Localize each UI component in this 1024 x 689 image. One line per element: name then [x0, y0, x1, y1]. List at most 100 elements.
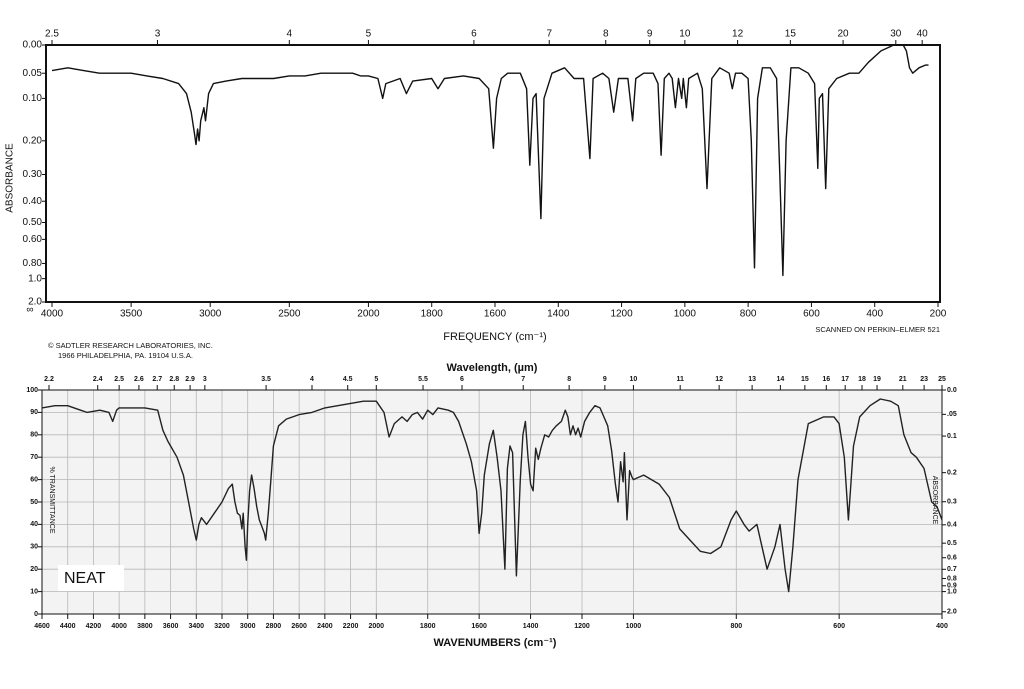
- x-tick-label: 4000: [111, 623, 127, 630]
- copyright: © SADTLER RESEARCH LABORATORIES, INC.: [48, 341, 213, 350]
- y-tick-label: 10: [30, 588, 38, 595]
- y2-tick-label: .05: [947, 411, 957, 418]
- x2-tick-label: 13: [748, 376, 756, 383]
- scanner-note: SCANNED ON PERKIN–ELMER 521: [815, 325, 940, 334]
- y2-tick-label: 2.0: [947, 609, 957, 616]
- x-tick-label: 4200: [86, 623, 102, 630]
- x2-tick-label: 40: [917, 29, 929, 40]
- x2-tick-label: 15: [801, 376, 809, 383]
- x-tick-label: 2600: [291, 623, 307, 630]
- y2-tick-label: 0.4: [947, 522, 957, 529]
- x2-tick-label: 10: [630, 376, 638, 383]
- x-tick-label: 600: [833, 623, 845, 630]
- x2-tick-label: 16: [822, 376, 830, 383]
- spectrum-line: [51, 44, 929, 277]
- x-tick-label: 400: [866, 309, 883, 320]
- x-tick-label: 1200: [610, 309, 633, 320]
- x-tick-label: 1600: [471, 623, 487, 630]
- x-tick-label: 1800: [421, 309, 444, 320]
- x2-tick-label: 2.9: [185, 376, 195, 383]
- y-tick-label: 0.30: [23, 169, 43, 180]
- y-tick-label: 1.0: [28, 273, 42, 284]
- x-tick-label: 3000: [199, 309, 222, 320]
- x2-tick-label: 15: [785, 29, 797, 40]
- sample-note: NEAT: [64, 570, 106, 587]
- x-tick-label: 1000: [626, 623, 642, 630]
- y-tick-label: 90: [30, 409, 38, 416]
- y2-tick-label: 0.1: [947, 433, 957, 440]
- y2-tick-label: 0.7: [947, 566, 957, 573]
- x-tick-label: 2000: [357, 309, 380, 320]
- x-axis-label: FREQUENCY (cm⁻¹): [443, 331, 546, 343]
- y-tick-label: 0.50: [23, 217, 43, 228]
- x2-tick-label: 7: [546, 29, 552, 40]
- x2-tick-label: 8: [567, 376, 571, 383]
- x2-tick-label: 18: [858, 376, 866, 383]
- x-tick-label: 3800: [137, 623, 153, 630]
- y-tick-label: 70: [30, 454, 38, 461]
- infinity-mark: ∞: [26, 305, 33, 316]
- x-tick-label: 4600: [34, 623, 50, 630]
- x2-tick-label: 14: [776, 376, 784, 383]
- x2-tick-label: 2.4: [93, 376, 103, 383]
- x2-tick-label: 6: [471, 29, 477, 40]
- y2-tick-label: 0.5: [947, 540, 957, 547]
- x2-tick-label: 25: [938, 376, 946, 383]
- x2-tick-label: 2.5: [45, 29, 59, 40]
- x-tick-label: 800: [740, 309, 757, 320]
- x-tick-label: 2000: [368, 623, 384, 630]
- x-tick-label: 600: [803, 309, 820, 320]
- x2-tick-label: 20: [838, 29, 850, 40]
- x-tick-label: 3500: [120, 309, 143, 320]
- x-tick-label: 3600: [163, 623, 179, 630]
- x-tick-label: 3000: [240, 623, 256, 630]
- x2-tick-label: 8: [603, 29, 609, 40]
- x2-tick-label: 23: [920, 376, 928, 383]
- x-tick-label: 4000: [41, 309, 64, 320]
- x-tick-label: 2500: [278, 309, 301, 320]
- y-tick-label: 50: [30, 499, 38, 506]
- y-tick-label: 80: [30, 432, 38, 439]
- x-axis-label: WAVENUMBERS (cm⁻¹): [434, 637, 557, 649]
- y-tick-label: 0.40: [23, 196, 43, 207]
- y-tick-label: 2.0: [28, 297, 42, 308]
- x-tick-label: 2200: [343, 623, 359, 630]
- y-tick-label: 0.00: [23, 40, 43, 51]
- x-tick-label: 1600: [484, 309, 507, 320]
- x-tick-label: 1000: [674, 309, 697, 320]
- y2-tick-label: 1.0: [947, 588, 957, 595]
- y2-tick-label: 0.3: [947, 499, 957, 506]
- x2-tick-label: 3: [203, 376, 207, 383]
- y-axis-label: ABSORBANCE: [5, 143, 16, 213]
- spectrum-line: [41, 398, 943, 593]
- y-tick-label: 0.60: [23, 234, 43, 245]
- x2-tick-label: 2.8: [169, 376, 179, 383]
- x2-tick-label: 9: [603, 376, 607, 383]
- x2-tick-label: 6: [460, 376, 464, 383]
- y-tick-label: 30: [30, 544, 38, 551]
- y-tick-label: 0.20: [23, 135, 43, 146]
- x2-tick-label: 21: [899, 376, 907, 383]
- x2-tick-label: 12: [715, 376, 723, 383]
- x-tick-label: 1400: [523, 623, 539, 630]
- copyright: 1966 PHILADELPHIA, PA. 19104 U.S.A.: [58, 351, 193, 360]
- y2-tick-label: 0.8: [947, 575, 957, 582]
- annotation-box: [58, 565, 124, 591]
- x2-tick-label: 3: [155, 29, 161, 40]
- y-tick-label: 0.10: [23, 93, 43, 104]
- x-tick-label: 3400: [188, 623, 204, 630]
- x2-tick-label: 19: [873, 376, 881, 383]
- x2-tick-label: 17: [841, 376, 849, 383]
- y-tick-label: 0.80: [23, 258, 43, 269]
- y-tick-label: 40: [30, 521, 38, 528]
- x2-tick-label: 2.7: [152, 376, 162, 383]
- x2-tick-label: 2.2: [44, 376, 54, 383]
- x2-tick-label: 3.5: [261, 376, 271, 383]
- x-tick-label: 2800: [266, 623, 282, 630]
- x2-axis-label: Wavelength, (µm): [447, 362, 538, 374]
- x2-tick-label: 2.5: [114, 376, 124, 383]
- x2-tick-label: 7: [521, 376, 525, 383]
- y-tick-label: 100: [26, 387, 38, 394]
- y-tick-label: 20: [30, 566, 38, 573]
